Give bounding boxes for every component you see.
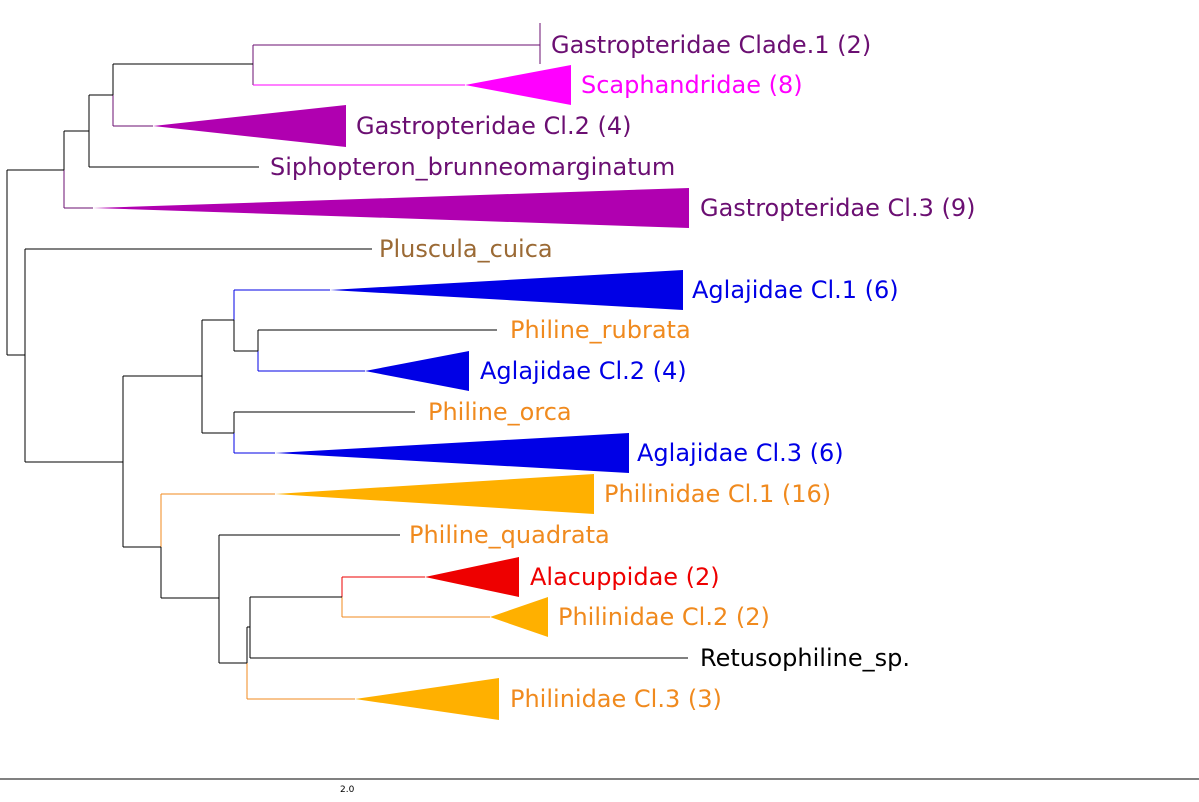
taxon-label: Pluscula_cuica [379, 235, 553, 263]
collapsed-clade-triangle [465, 65, 571, 105]
collapsed-clade-triangle [355, 678, 499, 720]
taxon-label: Alacuppidae (2) [530, 563, 720, 591]
taxon-label: Philinidae Cl.3 (3) [510, 685, 722, 713]
collapsed-clade-triangle [365, 351, 469, 391]
taxon-label: Philinidae Cl.1 (16) [604, 480, 831, 508]
taxon-label: Gastropteridae Cl.3 (9) [700, 194, 975, 222]
collapsed-clade-triangle [425, 557, 519, 597]
taxon-label: Siphopteron_brunneomarginatum [270, 153, 675, 181]
scale-bar-label: 2.0 [340, 785, 355, 795]
taxon-label: Philinidae Cl.2 (2) [558, 603, 770, 631]
taxon-label: Scaphandridae (8) [581, 71, 803, 99]
collapsed-clades [93, 65, 689, 720]
collapsed-clade-triangle [93, 188, 689, 228]
taxon-label: Gastropteridae Cl.2 (4) [356, 112, 631, 140]
taxon-labels: Gastropteridae Clade.1 (2) Scaphandridae … [270, 31, 975, 713]
taxon-label: Aglajidae Cl.2 (4) [480, 357, 687, 385]
taxon-label: Philine_orca [428, 398, 572, 426]
collapsed-clade-triangle [275, 474, 594, 514]
collapsed-clade-triangle [330, 270, 683, 310]
taxon-label: Aglajidae Cl.1 (6) [692, 276, 899, 304]
taxon-label: Retusophiline_sp. [700, 644, 910, 672]
taxon-label: Philine_quadrata [409, 521, 610, 549]
collapsed-clade-triangle [275, 433, 629, 473]
taxon-label: Gastropteridae Clade.1 (2) [551, 31, 871, 59]
taxon-label: Philine_rubrata [510, 316, 691, 344]
tree-branches [6, 23, 688, 700]
collapsed-clade-triangle [490, 597, 548, 637]
taxon-label: Aglajidae Cl.3 (6) [637, 439, 844, 467]
collapsed-clade-triangle [153, 105, 346, 147]
